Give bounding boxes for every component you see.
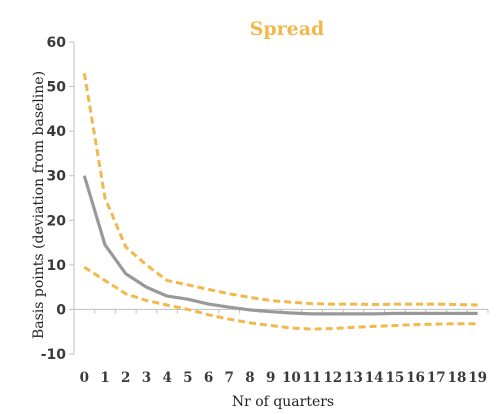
y-tick-label: 50 [47, 80, 67, 96]
y-axis-label: Basis points (deviation from baseline) [31, 71, 47, 339]
series-line-lower [83, 265, 478, 331]
x-tick-label: 12 [323, 370, 342, 386]
y-axis-label-group: Basis points (deviation from baseline) [31, 71, 47, 339]
x-tick-label: 4 [162, 370, 171, 386]
x-tick-label: 17 [427, 370, 446, 386]
x-tick-label: 9 [266, 370, 275, 386]
series-line-median [82, 175, 478, 316]
y-tick-label: 0 [56, 302, 66, 318]
y-tick-label: 30 [47, 169, 67, 185]
y-tick-label: 60 [47, 35, 67, 51]
x-tick-label: 13 [344, 370, 363, 386]
x-axis-label: Nr of quarters [232, 394, 334, 410]
x-tick-label: 19 [468, 370, 487, 386]
x-tick-label: 0 [80, 370, 89, 386]
y-tick-label: 40 [47, 124, 67, 140]
x-tick-label: 3 [142, 370, 151, 386]
x-tick-label: 6 [204, 370, 213, 386]
series-line-upper [82, 72, 478, 307]
x-tick-label: 2 [121, 370, 130, 386]
y-tick-label: 20 [47, 213, 67, 229]
x-tick-label: 8 [245, 370, 254, 386]
x-tick-label: 10 [282, 370, 301, 386]
y-tick-label: -10 [41, 347, 67, 363]
x-tick-label: 11 [303, 370, 322, 386]
x-tick-label: 18 [448, 370, 467, 386]
x-tick-label: 1 [100, 370, 109, 386]
x-tick-label: 14 [365, 370, 384, 386]
x-tick-label: 5 [183, 370, 192, 386]
x-tick-label: 7 [225, 370, 234, 386]
x-tick-label: 15 [385, 370, 404, 386]
x-tick-label: 16 [406, 370, 425, 386]
y-tick-label: 10 [47, 258, 67, 274]
chart-title: Spread [250, 18, 325, 40]
